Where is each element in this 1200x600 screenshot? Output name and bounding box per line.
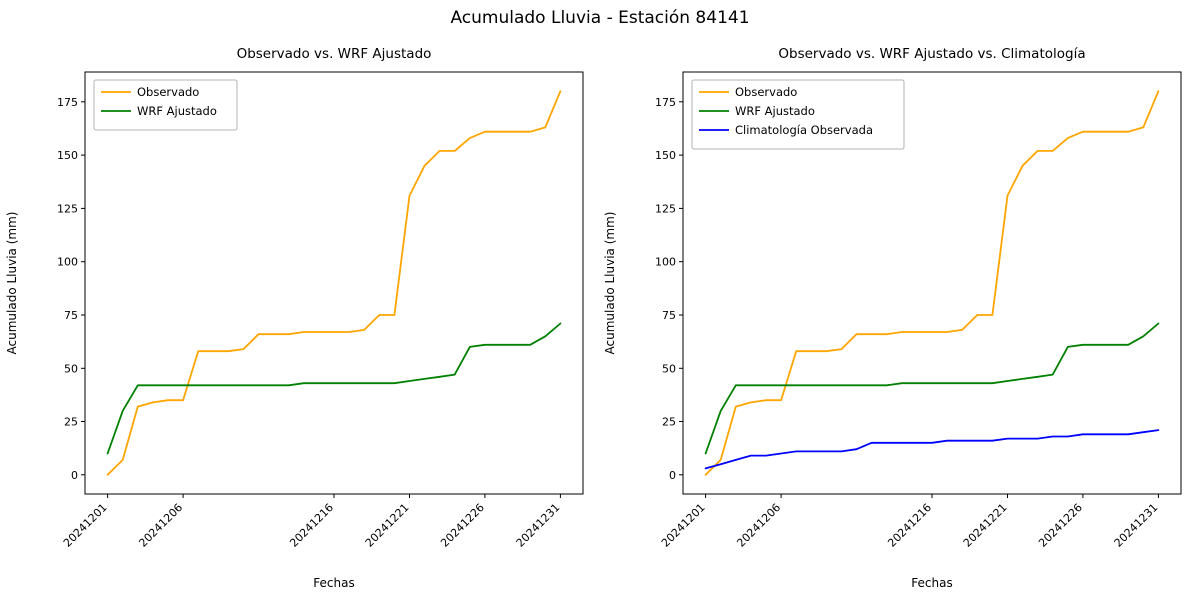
legend-label: WRF Ajustado <box>735 104 815 118</box>
x-tick-label: 20241216 <box>287 501 336 550</box>
y-tick-label: 125 <box>57 202 78 215</box>
y-tick-label: 0 <box>71 469 78 482</box>
legend-label: Observado <box>735 85 797 99</box>
figure-title: Acumulado Lluvia - Estación 84141 <box>450 8 750 28</box>
subplot-title: Observado vs. WRF Ajustado <box>236 46 432 62</box>
series-line-wrf-ajustado <box>106 322 562 455</box>
legend-label: WRF Ajustado <box>137 104 217 118</box>
line-chart-observado-vs-wrf: 0 25 50 75 100 125 150 175 20241201 20241206 20241… <box>5 71 584 590</box>
y-tick-label: 175 <box>655 96 676 109</box>
x-tick-label: 20241216 <box>885 501 934 550</box>
x-tick-label: 20241226 <box>438 501 487 550</box>
y-tick-label: 125 <box>655 202 676 215</box>
legend-box <box>691 79 905 150</box>
y-tick-label: 175 <box>57 96 78 109</box>
line-chart-observado-vs-wrf-vs-climatologia: 0 25 50 75 100 125 150 175 20241201 20241206 20241… <box>603 71 1182 590</box>
x-tick-label: 20241201 <box>61 501 110 550</box>
y-tick-label: 0 <box>669 469 676 482</box>
x-axis-label: Fechas <box>313 576 354 590</box>
x-tick-label: 20241201 <box>659 501 708 550</box>
x-tick-label: 20241231 <box>514 501 563 550</box>
series-line-climatolog-a-observada <box>704 429 1160 470</box>
subplot-observado-vs-wrf: Observado vs. WRF Ajustado 0 25 50 75 100 125… <box>0 42 600 597</box>
y-tick-label: 75 <box>662 309 676 322</box>
x-tick-label: 20241221 <box>363 501 412 550</box>
series-line-observado <box>106 90 562 476</box>
legend-label: Observado <box>137 85 199 99</box>
x-axis-label: Fechas <box>911 576 952 590</box>
x-tick-label: 20241221 <box>961 501 1010 550</box>
x-tick-label: 20241226 <box>1036 501 1085 550</box>
subplot-title: Observado vs. WRF Ajustado vs. Climatolo… <box>778 46 1086 62</box>
x-tick-label: 20241206 <box>734 501 783 550</box>
y-tick-label: 100 <box>57 256 78 269</box>
y-tick-label: 25 <box>64 416 78 429</box>
y-tick-label: 50 <box>64 362 78 375</box>
y-tick-label: 75 <box>64 309 78 322</box>
series-line-wrf-ajustado <box>704 322 1160 455</box>
subplot-observado-vs-wrf-vs-climatologia: Observado vs. WRF Ajustado vs. Climatolo… <box>598 42 1198 597</box>
y-axis-label: Acumulado Lluvia (mm) <box>603 212 617 355</box>
y-tick-label: 50 <box>662 362 676 375</box>
y-tick-label: 150 <box>655 149 676 162</box>
y-tick-label: 100 <box>655 256 676 269</box>
legend-label: Climatología Observada <box>735 123 873 137</box>
series-line-observado <box>704 90 1160 476</box>
y-axis-label: Acumulado Lluvia (mm) <box>5 212 19 355</box>
y-tick-label: 25 <box>662 416 676 429</box>
x-tick-label: 20241206 <box>136 501 185 550</box>
x-tick-label: 20241231 <box>1112 501 1161 550</box>
axes-frame <box>84 71 584 495</box>
y-tick-label: 150 <box>57 149 78 162</box>
